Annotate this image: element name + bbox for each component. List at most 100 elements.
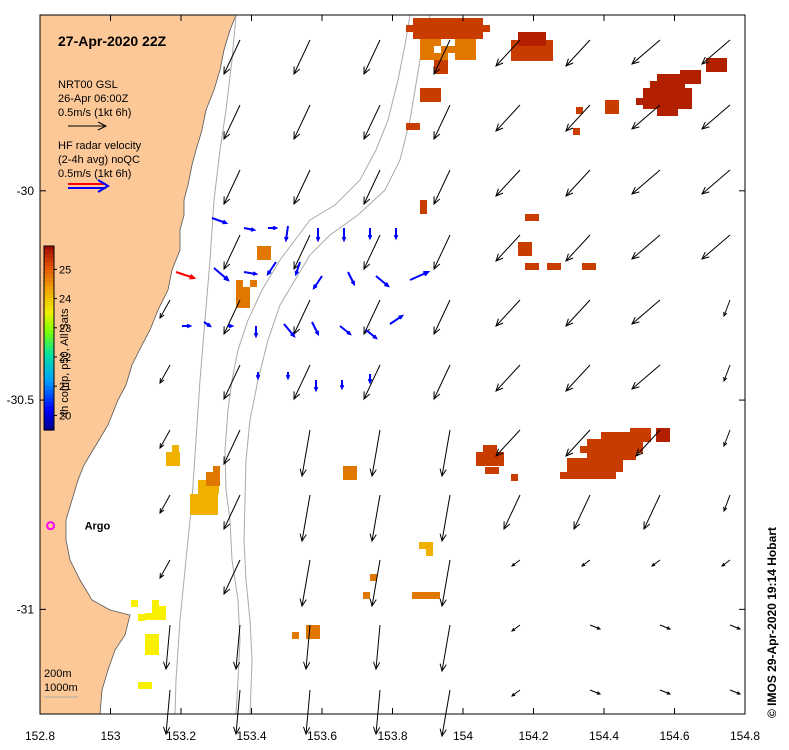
- sst-pixel: [190, 508, 197, 515]
- sst-pixel: [664, 74, 671, 81]
- sst-pixel: [420, 207, 427, 214]
- radar-arrow-head: [223, 275, 230, 282]
- sst-pixel: [567, 465, 574, 472]
- sst-colorbar: 20 21 22 23 24 25: [43, 245, 71, 431]
- sst-pixel: [706, 58, 713, 65]
- model-arrow-head: [495, 383, 504, 392]
- sst-pixel: [206, 472, 213, 479]
- sst-pixel: [173, 459, 180, 466]
- sst-pixel: [574, 465, 581, 472]
- radar-arrow-head: [339, 384, 345, 391]
- sst-pixel: [190, 494, 197, 501]
- sst-pixel: [213, 479, 220, 486]
- radar-arrow-head: [372, 334, 378, 340]
- sst-pixel: [687, 77, 694, 84]
- model-arrow-head: [701, 56, 710, 65]
- model-arrow-head: [565, 448, 574, 457]
- model-arrow: [441, 559, 451, 607]
- sst-pixel: [608, 453, 615, 460]
- model-arrow-head: [596, 691, 602, 695]
- sst-pixel: [539, 32, 546, 39]
- argo-float-marker[interactable]: [46, 521, 56, 531]
- model-arrow: [441, 429, 451, 477]
- model-arrow: [301, 494, 311, 542]
- colorbar-segment: [44, 298, 54, 303]
- model-arrow-head: [299, 533, 307, 543]
- sst-pixel: [525, 39, 532, 46]
- sst-pixel: [462, 32, 469, 39]
- radar-arrow-head: [315, 236, 321, 243]
- sst-pixel: [622, 432, 629, 439]
- sst-pixel: [643, 88, 650, 95]
- colorbar-segment: [44, 370, 54, 375]
- sst-pixel: [455, 53, 462, 60]
- y-tick-label: -31: [17, 602, 35, 616]
- land-mass: [39, 14, 237, 715]
- sst-pixel: [469, 39, 476, 46]
- sst-pixel: [629, 453, 636, 460]
- model-arrow: [651, 559, 661, 567]
- sst-pixel: [612, 100, 619, 107]
- sst-pixel: [581, 465, 588, 472]
- model-arrow: [495, 169, 521, 197]
- sst-pixel: [650, 102, 657, 109]
- sst-pixel: [197, 508, 204, 515]
- sst-pixel: [434, 25, 441, 32]
- sst-pixel: [615, 453, 622, 460]
- model-arrow: [293, 39, 311, 75]
- sst-pixel: [441, 53, 448, 60]
- model-arrow: [631, 169, 661, 195]
- radar-arrow-head: [341, 236, 347, 243]
- sst-pixel: [413, 25, 420, 32]
- model-arrow: [223, 299, 241, 335]
- sst-pixel: [490, 445, 497, 452]
- model-arrow: [159, 299, 171, 319]
- sst-pixel: [671, 88, 678, 95]
- model-arrow: [363, 39, 381, 75]
- radar-legend-line2: (2-4h avg) noQC: [58, 154, 140, 166]
- sst-pixel: [441, 67, 448, 74]
- model-arrow-head: [223, 326, 231, 336]
- sst-pixel: [636, 446, 643, 453]
- model-arrow-head: [631, 316, 640, 325]
- sst-pixel: [602, 465, 609, 472]
- x-tick-label: 154: [453, 729, 473, 743]
- sst-pixel: [601, 446, 608, 453]
- sst-pixel: [664, 88, 671, 95]
- sst-pixel: [720, 65, 727, 72]
- model-arrow-head: [163, 726, 171, 736]
- model-arrow-head: [299, 598, 307, 608]
- model-arrow: [375, 624, 381, 670]
- sst-pixel: [455, 18, 462, 25]
- sst-pixel: [601, 432, 608, 439]
- model-arrow-head: [293, 131, 301, 141]
- sst-pixel: [370, 574, 377, 581]
- sst-pixel: [476, 452, 483, 459]
- model-arrow-head: [495, 188, 504, 197]
- sst-pixel: [616, 465, 623, 472]
- sst-pixel: [152, 634, 159, 641]
- model-arrow-head: [433, 261, 441, 271]
- sst-pixel: [236, 280, 243, 287]
- radar-arrow-head: [186, 323, 193, 329]
- model-arrow-head: [373, 661, 381, 671]
- model-arrow: [495, 429, 521, 457]
- model-arrow: [511, 689, 521, 697]
- sst-pixel: [589, 263, 596, 270]
- model-arrow-head: [631, 121, 640, 130]
- sst-pixel: [594, 446, 601, 453]
- sst-pixel: [426, 592, 433, 599]
- sst-pixel: [685, 88, 692, 95]
- model-arrow-head: [666, 626, 672, 630]
- sst-pixel: [145, 634, 152, 641]
- sst-pixel: [532, 47, 539, 54]
- model-arrow-head: [233, 726, 241, 736]
- model-arrow: [701, 104, 731, 130]
- model-arrow: [441, 624, 451, 672]
- sst-pixel: [469, 25, 476, 32]
- model-arrow: [581, 559, 591, 567]
- sst-pixel: [497, 452, 504, 459]
- sst-pixel: [476, 459, 483, 466]
- sst-pixel: [455, 25, 462, 32]
- sst-pixel: [573, 128, 580, 135]
